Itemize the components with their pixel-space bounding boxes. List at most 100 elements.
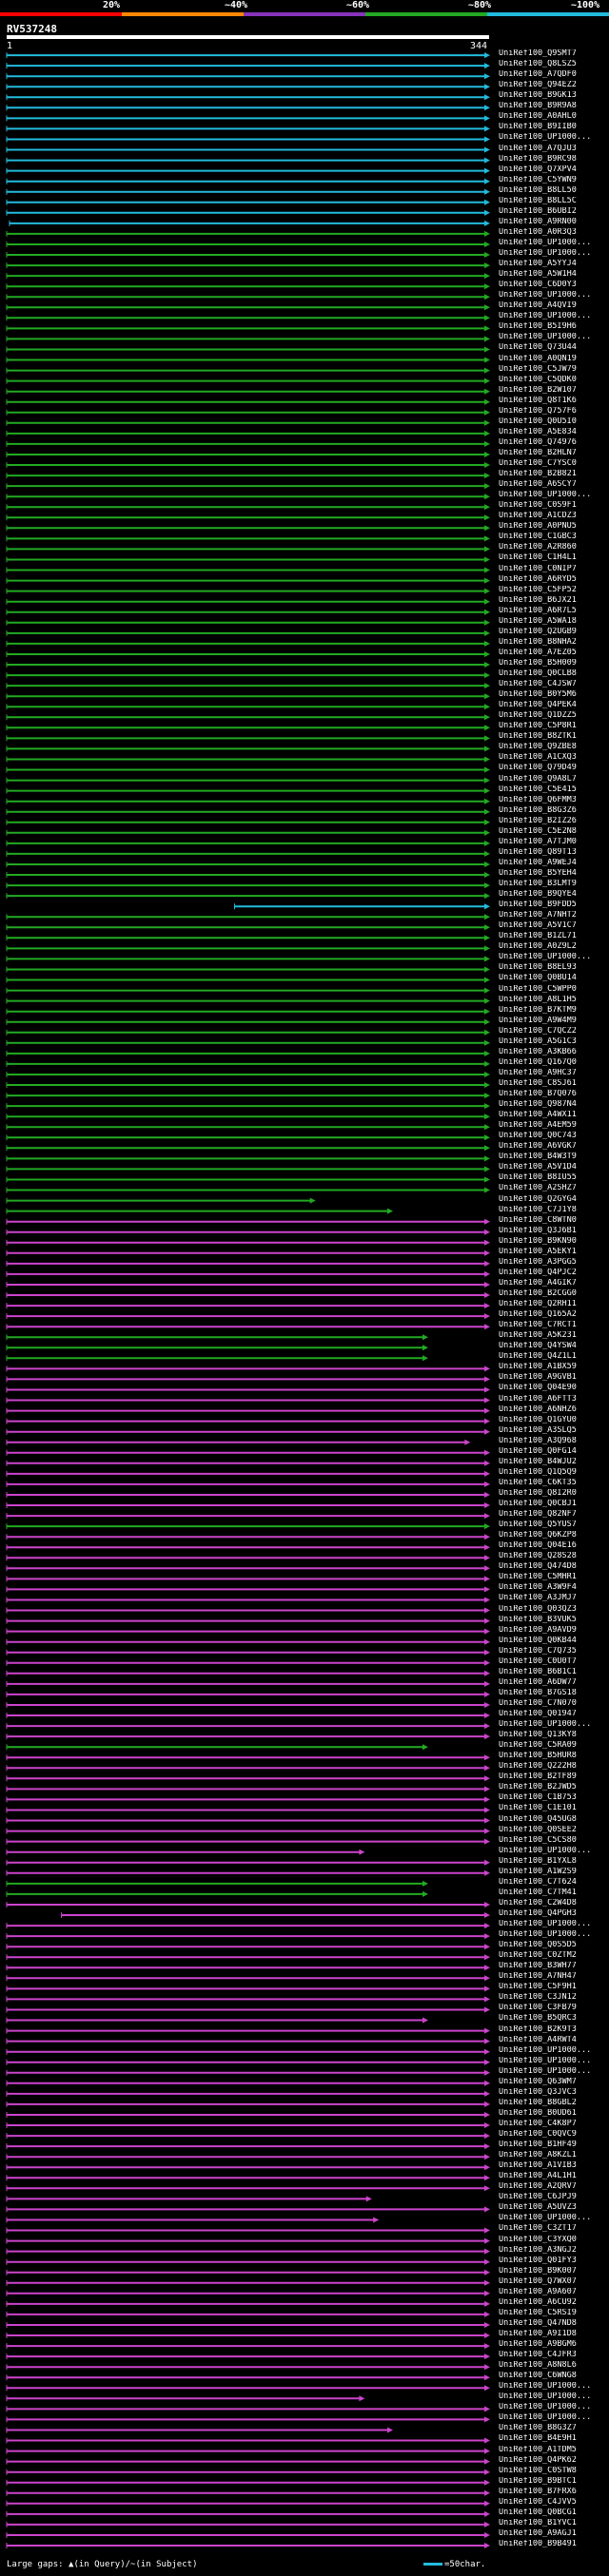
hit-label[interactable]: UniRef100_B8IU55 [499, 1173, 577, 1183]
hit-label[interactable]: UniRef100_UP1000... [499, 1930, 592, 1939]
hit-label[interactable]: UniRef100_C7J1Y8 [499, 1205, 577, 1214]
hit-label[interactable]: UniRef100_UP1000... [499, 2214, 592, 2223]
hit-label[interactable]: UniRef100_Q0S5D5 [499, 1941, 577, 1950]
hit-label[interactable]: UniRef100_A0QN19 [499, 354, 577, 363]
hit-label[interactable]: UniRef100_B9QYE4 [499, 890, 577, 899]
hit-label[interactable]: UniRef100_Q2GYG4 [499, 1194, 577, 1204]
hit-label[interactable]: UniRef100_A6RYD5 [499, 574, 577, 584]
hit-label[interactable]: UniRef100_B2W107 [499, 385, 577, 395]
hit-label[interactable]: UniRef100_A9W4M9 [499, 1016, 577, 1025]
hit-label[interactable]: UniRef100_C1B753 [499, 1793, 577, 1803]
hit-label[interactable]: UniRef100_UP1000... [499, 1720, 592, 1729]
hit-label[interactable]: UniRef100_A5YYJ4 [499, 260, 577, 268]
hit-label[interactable]: UniRef100_A0Z9L2 [499, 942, 577, 952]
hit-label[interactable]: UniRef100_Q47ND8 [499, 2318, 577, 2328]
hit-label[interactable]: UniRef100_C4JFR3 [499, 2351, 577, 2359]
hit-label[interactable]: UniRef100_A8N8L6 [499, 2361, 577, 2371]
hit-label[interactable]: UniRef100_A6NHZ6 [499, 1404, 577, 1414]
hit-label[interactable]: UniRef100_A1CDZ3 [499, 512, 577, 521]
hit-label[interactable]: UniRef100_A2QRV7 [499, 2182, 577, 2192]
hit-label[interactable]: UniRef100_C5YWN9 [499, 175, 577, 184]
hit-label[interactable]: UniRef100_A5V1C7 [499, 921, 577, 931]
hit-label[interactable]: UniRef100_Q0BU14 [499, 974, 577, 983]
hit-label[interactable]: UniRef100_B2IZ26 [499, 816, 577, 825]
hit-label[interactable]: UniRef100_A7QDF0 [499, 70, 577, 80]
hit-label[interactable]: UniRef100_Q0U5I0 [499, 416, 577, 426]
hit-label[interactable]: UniRef100_Q3JVC3 [499, 2087, 577, 2097]
hit-label[interactable]: UniRef100_Q222H8 [499, 1762, 577, 1772]
hit-label[interactable]: UniRef100_Q89T13 [499, 847, 577, 857]
hit-label[interactable]: UniRef100_C7TM41 [499, 1888, 577, 1897]
hit-label[interactable]: UniRef100_A1W2S9 [499, 1867, 577, 1876]
hit-label[interactable]: UniRef100_UP1000... [499, 2392, 592, 2402]
hit-label[interactable]: UniRef100_B8EL93 [499, 963, 577, 973]
hit-label[interactable]: UniRef100_A6FTT3 [499, 1394, 577, 1404]
hit-label[interactable]: UniRef100_Q9ZBE8 [499, 743, 577, 752]
hit-label[interactable]: UniRef100_C5FP52 [499, 585, 577, 594]
hit-label[interactable]: UniRef100_A9AGJ1 [499, 2528, 577, 2538]
hit-label[interactable]: UniRef100_A4EM59 [499, 1121, 577, 1131]
hit-label[interactable]: UniRef100_A3SLQ5 [499, 1425, 577, 1435]
hit-label[interactable]: UniRef100_Q94EZ2 [499, 81, 577, 90]
hit-label[interactable]: UniRef100_A9GVB1 [499, 1373, 577, 1383]
hit-label[interactable]: UniRef100_C6KT35 [499, 1478, 577, 1487]
hit-label[interactable]: UniRef100_Q4YSW4 [499, 1342, 577, 1351]
hit-label[interactable]: UniRef100_Q74976 [499, 437, 577, 447]
hit-label[interactable]: UniRef100_A3W9F4 [499, 1583, 577, 1593]
hit-label[interactable]: UniRef100_C4JSW7 [499, 680, 577, 688]
hit-label[interactable]: UniRef100_Q2RH11 [499, 1300, 577, 1308]
hit-label[interactable]: UniRef100_C2W4D8 [499, 1898, 577, 1908]
hit-label[interactable]: UniRef100_A0R3Q3 [499, 227, 577, 237]
hit-label[interactable]: UniRef100_Q8I2R0 [499, 1488, 577, 1498]
hit-label[interactable]: UniRef100_Q9A8L7 [499, 774, 577, 784]
hit-label[interactable]: UniRef100_C1H4L1 [499, 553, 577, 563]
hit-label[interactable]: UniRef100_A0AHL0 [499, 112, 577, 122]
hit-label[interactable]: UniRef100_UP1000... [499, 333, 592, 342]
hit-label[interactable]: UniRef100_Q6FMM3 [499, 795, 577, 804]
hit-label[interactable]: UniRef100_UP1000... [499, 291, 592, 300]
hit-label[interactable]: UniRef100_C7YSC0 [499, 459, 577, 468]
hit-label[interactable]: UniRef100_C5RSI9 [499, 2308, 577, 2317]
hit-label[interactable]: UniRef100_B9FDD5 [499, 901, 577, 910]
hit-label[interactable]: UniRef100_UP1000... [499, 2413, 592, 2423]
hit-label[interactable]: UniRef100_B1ZL71 [499, 932, 577, 941]
hit-label[interactable]: UniRef100_A1TDM5 [499, 2445, 577, 2454]
hit-label[interactable]: UniRef100_A7EZ05 [499, 648, 577, 657]
hit-label[interactable]: UniRef100_A5WA18 [499, 616, 577, 626]
hit-label[interactable]: UniRef100_Q4PGH3 [499, 1908, 577, 1918]
hit-label[interactable]: UniRef100_Q13KY8 [499, 1731, 577, 1740]
hit-label[interactable]: UniRef100_C7N070 [499, 1698, 577, 1708]
hit-label[interactable]: UniRef100_B9KN90 [499, 1236, 577, 1246]
hit-label[interactable]: UniRef100_A5K231 [499, 1331, 577, 1341]
hit-label[interactable]: UniRef100_B6UBI2 [499, 206, 577, 216]
hit-label[interactable]: UniRef100_UP1000... [499, 1846, 592, 1855]
hit-label[interactable]: UniRef100_B2HLN7 [499, 448, 577, 457]
hit-label[interactable]: UniRef100_Q3J6B1 [499, 1226, 577, 1235]
hit-label[interactable]: UniRef100_C5E2N8 [499, 826, 577, 836]
hit-label[interactable]: UniRef100_A6VGK7 [499, 1142, 577, 1152]
hit-label[interactable]: UniRef100_B0Y5M6 [499, 690, 577, 700]
hit-label[interactable]: UniRef100_C6JPJ9 [499, 2193, 577, 2202]
hit-label[interactable]: UniRef100_B9GK13 [499, 91, 577, 101]
hit-label[interactable]: UniRef100_B2CGG0 [499, 1288, 577, 1298]
hit-label[interactable]: UniRef100_B7GS18 [499, 1688, 577, 1697]
hit-label[interactable]: UniRef100_C7QCZ2 [499, 1026, 577, 1036]
hit-label[interactable]: UniRef100_A3Q968 [499, 1436, 577, 1445]
hit-label[interactable]: UniRef100_UP1000... [499, 249, 592, 258]
hit-label[interactable]: UniRef100_A7NHT2 [499, 911, 577, 920]
hit-label[interactable]: UniRef100_A5EKY1 [499, 1247, 577, 1256]
hit-label[interactable]: UniRef100_C8WTN0 [499, 1215, 577, 1225]
hit-label[interactable]: UniRef100_A7QJU3 [499, 144, 577, 153]
hit-label[interactable]: UniRef100_B8NHA2 [499, 637, 577, 647]
hit-label[interactable]: UniRef100_UP1000... [499, 312, 592, 321]
hit-label[interactable]: UniRef100_B5HUR8 [499, 1752, 577, 1761]
hit-label[interactable]: UniRef100_Q8LSZ5 [499, 60, 577, 69]
hit-label[interactable]: UniRef100_C5QDK0 [499, 375, 577, 384]
hit-label[interactable]: UniRef100_UP1000... [499, 2066, 592, 2076]
hit-label[interactable]: UniRef100_UP1000... [499, 953, 592, 962]
hit-label[interactable]: UniRef100_B9IIB0 [499, 123, 577, 132]
hit-label[interactable]: UniRef100_B5H009 [499, 658, 577, 668]
hit-label[interactable]: UniRef100_B9K007 [499, 2266, 577, 2276]
hit-label[interactable]: UniRef100_B8LL5C [499, 196, 577, 205]
hit-label[interactable]: UniRef100_B2TF89 [499, 1772, 577, 1782]
